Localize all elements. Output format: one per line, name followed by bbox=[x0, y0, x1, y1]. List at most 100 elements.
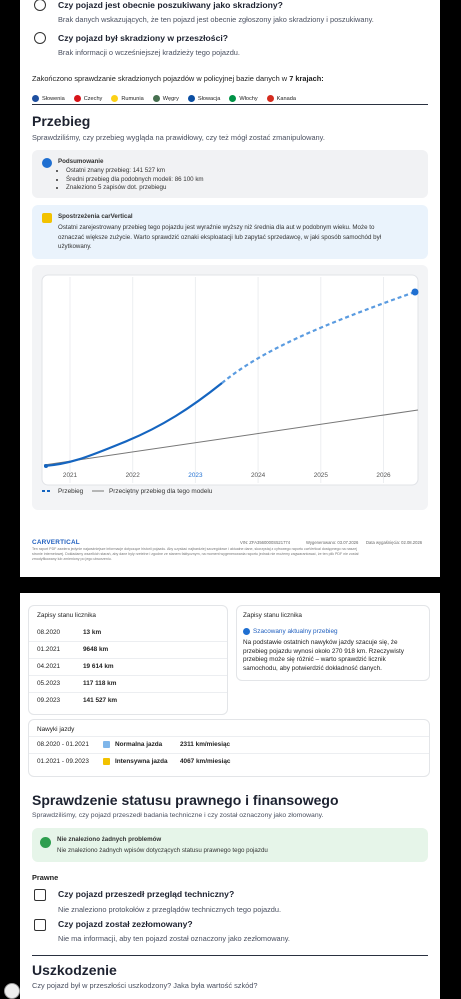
mileage-line bbox=[43, 382, 223, 468]
country-name: Kanada bbox=[276, 96, 296, 102]
mileage-chart: 2021 2022 2023 2024 2025 2026 Przebieg Przeci… bbox=[41, 274, 419, 495]
x-tick-label: 2026 bbox=[376, 472, 391, 479]
period: 01.2021 - 09.2023 bbox=[37, 758, 89, 765]
divider bbox=[32, 104, 428, 105]
disclaimer: Ten raport PDF zawiera jedynie najważnie… bbox=[32, 547, 358, 561]
x-tick-label: 2023 bbox=[188, 472, 203, 479]
row-divider bbox=[29, 675, 227, 676]
point bbox=[44, 464, 48, 468]
summary-item: Ostatni znany przebieg: 141 527 km bbox=[66, 167, 204, 176]
country-name: Słowacja bbox=[197, 96, 221, 102]
text-line: stronie internetowej. Dokładamy wszelkic… bbox=[32, 551, 359, 556]
mileage: 141 527 km bbox=[83, 697, 118, 704]
summary-item: Znaleziono 5 zapisów dot. przebiegu bbox=[66, 184, 204, 193]
subsection: Prawne bbox=[32, 873, 59, 882]
habit: Normalna jazda bbox=[115, 741, 163, 748]
date: 04.2021 bbox=[37, 663, 61, 670]
section-title: Przebieg bbox=[32, 113, 91, 129]
habit: Intensywna jazda bbox=[115, 758, 168, 765]
habit-swatch bbox=[103, 758, 110, 765]
country: Kanada bbox=[266, 95, 296, 103]
x-tick-label: 2022 bbox=[126, 472, 141, 479]
text-line: Ten raport PDF zawiera jedynie najważnie… bbox=[32, 547, 358, 551]
insight-text: Ostatni zarejestrowany przebieg tego poj… bbox=[58, 223, 381, 252]
country: Rumunia bbox=[111, 95, 144, 103]
answer: Brak danych wskazujących, że ten pojazd … bbox=[58, 15, 374, 24]
text-line: zmodyfikowany lub zmieniony po jego utwo… bbox=[32, 556, 112, 561]
row-divider bbox=[29, 658, 227, 659]
answer: Nie znaleziono protokołów z przeglądów t… bbox=[58, 905, 282, 914]
period: 08.2020 - 01.2021 bbox=[37, 741, 89, 748]
row-divider bbox=[29, 692, 227, 693]
count: 7 krajach: bbox=[289, 74, 324, 83]
intro: Sprawdziliśmy, czy pojazd przeszedł bada… bbox=[32, 812, 324, 819]
average-line bbox=[43, 409, 419, 466]
icon bbox=[34, 919, 46, 931]
summary-box: Podsumowanie Ostatni znany przebieg: 141… bbox=[32, 150, 428, 198]
ok-text: Nie znaleziono żadnych wpisów dotyczącyc… bbox=[57, 847, 268, 854]
question: Czy pojazd jest obecnie poszukiwany jako… bbox=[58, 0, 283, 10]
x-tick-label: 2025 bbox=[314, 472, 329, 479]
country: Węgry bbox=[152, 95, 179, 103]
generated: Wygenerowano: 03.07.2026 bbox=[306, 540, 359, 545]
box-title: Nawyki jazdy bbox=[37, 726, 75, 733]
divider bbox=[32, 955, 428, 956]
box-title: Podsumowanie bbox=[58, 158, 104, 165]
country-name: Węgry bbox=[162, 96, 179, 102]
legend-label: Przebieg bbox=[58, 488, 84, 495]
legend-label: Przeciętny przebieg dla tego modelu bbox=[109, 488, 213, 495]
box-title: Spostrzeżenia carVertical bbox=[58, 213, 133, 220]
country-name: Czechy bbox=[83, 96, 103, 102]
text-line: Na podstawie ostatnich nawyków jazdy sza… bbox=[243, 639, 398, 646]
country-name: Słowenia bbox=[42, 96, 65, 102]
estimate-text: Na podstawie ostatnich nawyków jazdy sza… bbox=[243, 639, 404, 673]
question: Czy pojazd został zezłomowany? bbox=[58, 919, 193, 929]
floating-button[interactable] bbox=[4, 983, 20, 999]
country: Słowacja bbox=[187, 95, 221, 103]
row-divider bbox=[29, 736, 429, 737]
rate: 2311 km/miesiąc bbox=[180, 741, 231, 748]
icon bbox=[34, 32, 46, 44]
mileage: 117 118 km bbox=[83, 680, 117, 687]
question: Czy pojazd przeszedł przegląd techniczny… bbox=[58, 889, 235, 899]
country-list: Słowenia Czechy Rumunia Węgry Słowacja Włochy… bbox=[32, 87, 305, 105]
habits-box: Nawyki jazdy 08.2020 - 01.2021 Normalna j… bbox=[28, 719, 430, 777]
text-line: oznaczać większe zużycie. Warto sprawdzi… bbox=[58, 233, 382, 241]
intro: Sprawdziliśmy, czy przebieg wygląda na p… bbox=[32, 133, 325, 142]
rate: 4067 km/miesiąc bbox=[180, 758, 231, 765]
estimate-title: Szacowany aktualny przebieg bbox=[253, 628, 338, 635]
ok-title: Nie znaleziono żadnych problemów bbox=[57, 836, 162, 843]
country: Włochy bbox=[229, 95, 258, 103]
vin: VIN: ZFA3560000S521774 bbox=[240, 540, 291, 545]
ok-box: Nie znaleziono żadnych problemów Nie zna… bbox=[32, 828, 428, 862]
flag bbox=[266, 95, 274, 103]
text-line: samochodu, aby potwierdzić dokładność da… bbox=[243, 664, 382, 672]
x-tick-label: 2024 bbox=[251, 472, 266, 479]
summary-list: Ostatni znany przebieg: 141 527 kmŚredni… bbox=[66, 167, 204, 193]
question: Czy pojazd był skradziony w przeszłości? bbox=[58, 33, 229, 43]
country: Czechy bbox=[73, 95, 103, 103]
chart-box: 2021 2022 2023 2024 2025 2026 Przebieg Przeci… bbox=[32, 265, 428, 510]
section-title: Sprawdzenie statusu prawnego i finansowe… bbox=[32, 792, 339, 808]
country-name: Włochy bbox=[239, 96, 258, 102]
section-title: Uszkodzenie bbox=[32, 962, 117, 978]
text-line: użytkowany. bbox=[58, 243, 92, 250]
date: 05.2023 bbox=[37, 680, 61, 687]
date: 01.2021 bbox=[37, 646, 61, 653]
insight-icon bbox=[42, 213, 52, 223]
row-divider bbox=[29, 641, 227, 642]
info-point bbox=[411, 288, 419, 296]
expires: Data wygaśnięcia: 02.08.2026 bbox=[366, 540, 423, 545]
x-tick-label: 2021 bbox=[63, 472, 78, 479]
mileage: 19 614 km bbox=[83, 663, 114, 670]
answer: Brak informacji o wcześniejszej kradzież… bbox=[58, 48, 240, 57]
answer: Nie ma informacji, aby ten pojazd został… bbox=[58, 934, 290, 943]
flag bbox=[32, 95, 39, 103]
insight-box: Spostrzeżenia carVertical Ostatni zareje… bbox=[32, 205, 428, 259]
logo: CARVERTICAL bbox=[32, 539, 80, 546]
flag bbox=[111, 95, 119, 103]
odometer-box: Zapisy stanu licznika 08.2020 13 km 01.202… bbox=[28, 605, 228, 715]
flag bbox=[73, 95, 81, 103]
